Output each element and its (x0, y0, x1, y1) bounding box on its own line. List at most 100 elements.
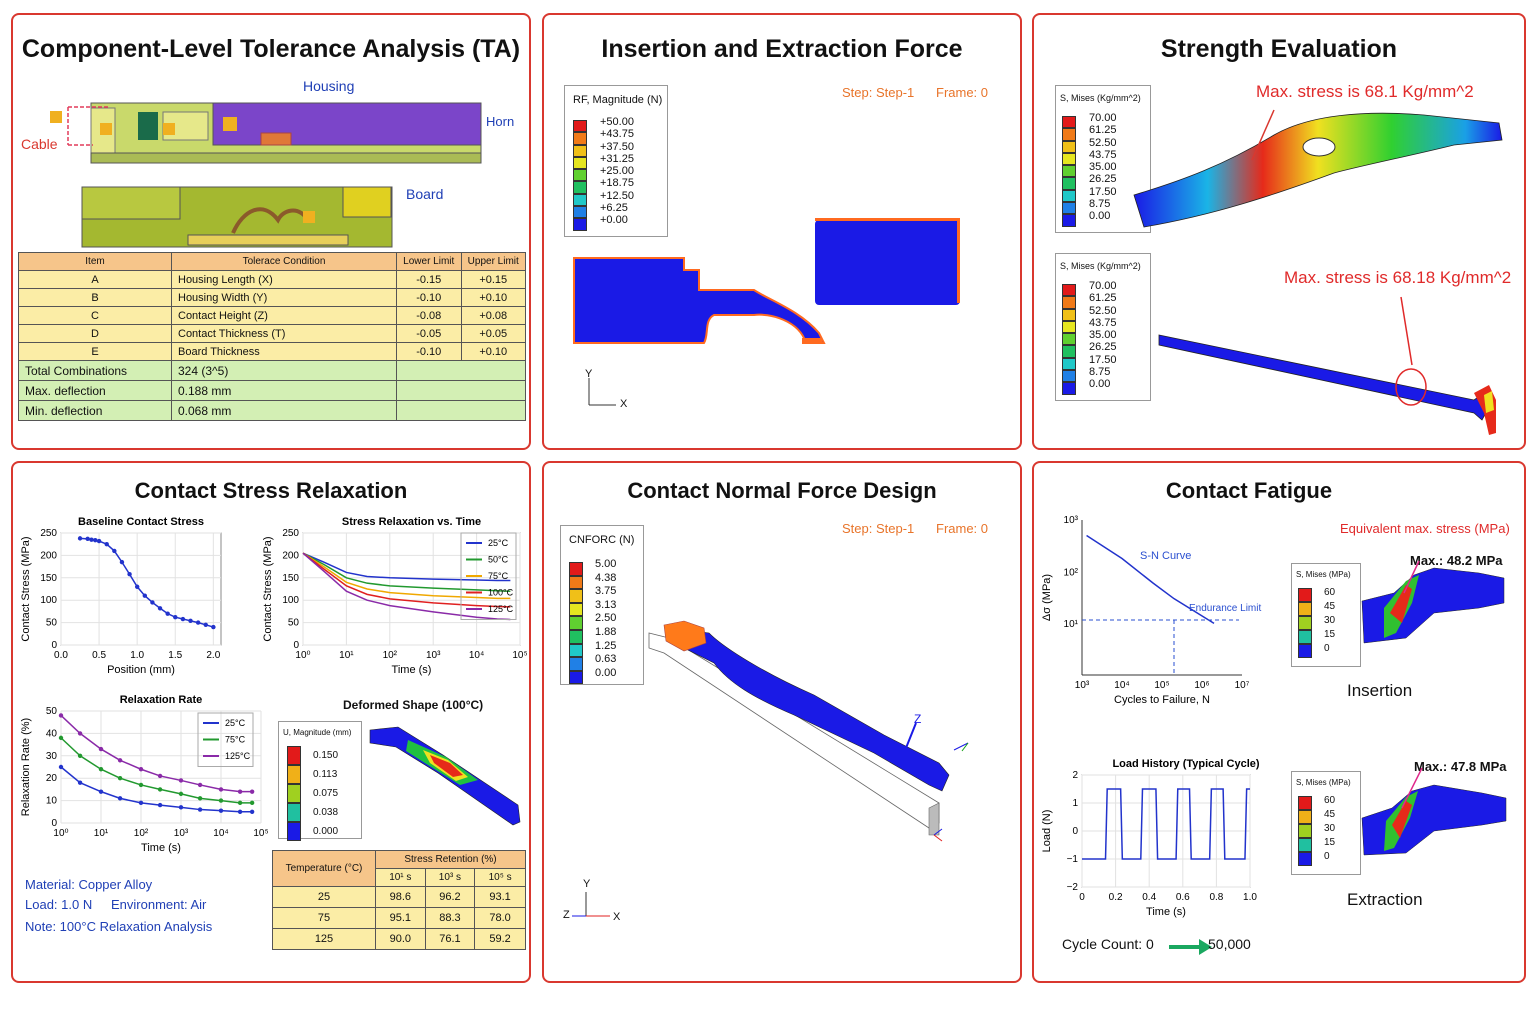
legend-value: +12.50 (600, 189, 634, 202)
summary-row: Min. deflection 0.068 mm (18, 400, 526, 421)
legend-swatch (287, 765, 301, 784)
legend-swatch (1062, 382, 1076, 395)
legend-colorbar (1062, 284, 1076, 395)
legend-value: 61.25 (1089, 292, 1117, 305)
annotation: S-N Curve (1140, 550, 1191, 562)
legend-value: 35.00 (1089, 329, 1117, 342)
global-x-label: X (613, 911, 621, 923)
x-tick-label: 10² (134, 828, 149, 839)
table-cell: 78.0 (474, 907, 526, 929)
mises-legend-top: S, Mises (Kg/mm^2) 70.00 61.25 52.50 43.75 3… (1055, 85, 1151, 233)
table-header: Temperature (°C) (272, 850, 376, 887)
legend-swatch (573, 156, 587, 170)
table-cell: C (18, 306, 172, 325)
table-header: Tolerace Condition (171, 252, 397, 271)
legend-swatch (1062, 296, 1076, 309)
legend-value: 0.000 (313, 826, 339, 837)
global-y-label: Y (583, 878, 591, 890)
x-axis-label: Time (s) (392, 664, 432, 676)
legend-swatch (569, 643, 583, 658)
y-tick-label: 10³ (1064, 515, 1079, 526)
table-cell: Housing Length (X) (171, 270, 397, 289)
data-point (134, 584, 140, 589)
legend-swatch (1062, 357, 1076, 371)
housing-label: Housing (303, 78, 355, 94)
legend-swatch (569, 562, 583, 576)
y-tick-label: 200 (40, 550, 57, 561)
panel-tolerance-analysis: Component-Level Tolerance Analysis (TA) … (11, 13, 531, 450)
data-point (237, 800, 243, 806)
panel-title: Contact Fatigue (1165, 478, 1333, 503)
legend-swatch (287, 822, 301, 841)
legend-swatch (1062, 320, 1076, 334)
table-header: Upper Limit (460, 252, 526, 271)
table-cell: 25 (272, 886, 376, 908)
data-point (203, 622, 208, 628)
load-note: Load: 1.0 N (25, 897, 93, 912)
legend-swatch (1298, 810, 1312, 824)
panel-title: Strength Evaluation (1160, 35, 1398, 63)
y-tick-label: 20 (46, 773, 58, 784)
data-point (119, 559, 125, 565)
data-point (173, 615, 178, 620)
legend-value: 70.00 (1089, 280, 1117, 292)
legend-swatch (1298, 838, 1312, 852)
legend-value: 0.00 (1089, 210, 1111, 223)
legend-value: 2.50 (595, 612, 617, 625)
legend-swatch (569, 602, 583, 617)
stress-contour-models (1133, 109, 1503, 435)
chart-title: Relaxation Rate (120, 694, 203, 706)
legend-value: +6.25 (600, 202, 628, 215)
deformed-title: Deformed Shape (100°C) (343, 698, 484, 712)
y-tick-label: 0 (1072, 826, 1078, 837)
chart-group: 0.0 0.5 1.0 1.5 2.0 0 50 100 150 200 250 Baseline C… (20, 516, 222, 676)
legend-swatch (1298, 796, 1312, 810)
cable-label: Cable (21, 136, 58, 152)
table-cell: 0.188 mm (171, 380, 397, 401)
table-cell: -0.10 (396, 288, 462, 307)
data-point (157, 773, 163, 779)
data-point (178, 791, 184, 797)
legend-value: 26.25 (1089, 341, 1117, 354)
step-label: Step: Step-1 (842, 85, 915, 100)
axis-triad (588, 378, 616, 406)
legend-swatch (1062, 345, 1076, 358)
data-point (150, 600, 155, 605)
frame-label: Frame: 0 (936, 521, 989, 536)
z-axis-label: Z (914, 712, 921, 726)
legend-value: 70.00 (1089, 112, 1117, 124)
data-point (98, 789, 104, 794)
legend-swatch (573, 144, 587, 157)
legend-value: +43.75 (600, 128, 634, 141)
table-header: 10¹ s (375, 868, 426, 887)
y-tick-label: −1 (1067, 854, 1079, 865)
legend-values: 70.00 61.25 52.50 43.75 35.00 26.25 17.50 8.75 0… (1089, 280, 1117, 391)
legend-swatch (569, 629, 583, 644)
table-row: 75 95.1 88.3 78.0 (272, 907, 526, 929)
data-point (249, 809, 255, 814)
table-cell: 324 (3^5) (171, 360, 397, 381)
x-tick-label: 1.0 (130, 650, 144, 661)
legend-value: 17.50 (1089, 185, 1117, 198)
x-axis-label: Time (s) (1146, 906, 1186, 918)
legend-swatch (569, 575, 583, 590)
panel-contact-normal-force: Contact Normal Force Design Step: Step-1… (542, 461, 1022, 983)
table-row: 125 90.0 76.1 59.2 (272, 928, 526, 950)
data-point (211, 624, 216, 630)
x-tick-label: 10⁰ (53, 828, 68, 839)
chart-title: Baseline Contact Stress (78, 516, 204, 528)
legend-values: 0.150 0.113 0.075 0.038 0.000 (313, 746, 338, 841)
data-point (117, 758, 123, 763)
table-cell: 98.6 (375, 886, 426, 908)
cycle-count-target: 50,000 (1208, 936, 1251, 952)
x-tick-label: 0.5 (92, 650, 106, 661)
legend-entry: 25°C (225, 718, 246, 728)
x-tick-label: 1.0 (1243, 892, 1257, 903)
legend-value: 26.25 (1089, 173, 1117, 186)
legend-value: 0.150 (313, 750, 339, 761)
series-line (302, 552, 511, 621)
table-row: E Board Thickness -0.10 +0.10 (18, 342, 526, 361)
legend-swatch (573, 169, 587, 182)
legend-value: 60 (1324, 587, 1336, 598)
